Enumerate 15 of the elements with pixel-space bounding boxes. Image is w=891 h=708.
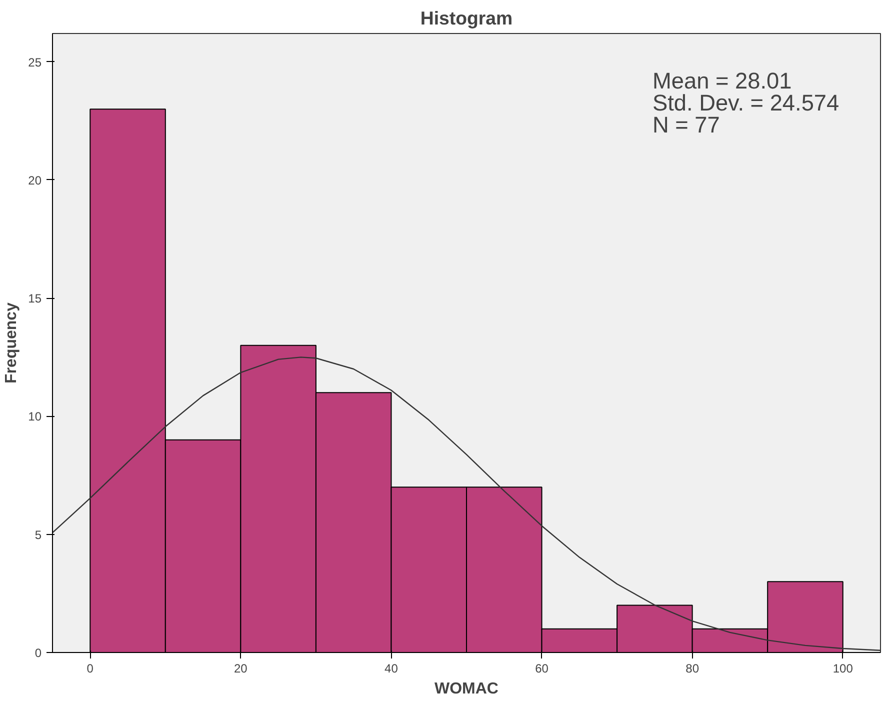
y-tick-label: 10 (28, 410, 42, 424)
y-tick-label: 15 (28, 292, 42, 306)
chart-title: Histogram (420, 8, 513, 28)
x-tick-label: 20 (234, 662, 248, 676)
x-axis-title: WOMAC (434, 680, 499, 698)
x-tick-label: 100 (832, 662, 854, 676)
x-tick-label: 40 (384, 662, 398, 676)
y-tick-label: 20 (28, 173, 42, 188)
y-tick-label: 25 (28, 55, 42, 70)
y-tick-label: 5 (34, 528, 42, 542)
y-tick-label: 0 (34, 646, 42, 660)
y-axis-title: Frequency (3, 302, 20, 384)
x-tick-label: 80 (686, 662, 700, 676)
x-tick-label: 0 (86, 662, 94, 676)
x-tick-label: 60 (535, 662, 549, 676)
